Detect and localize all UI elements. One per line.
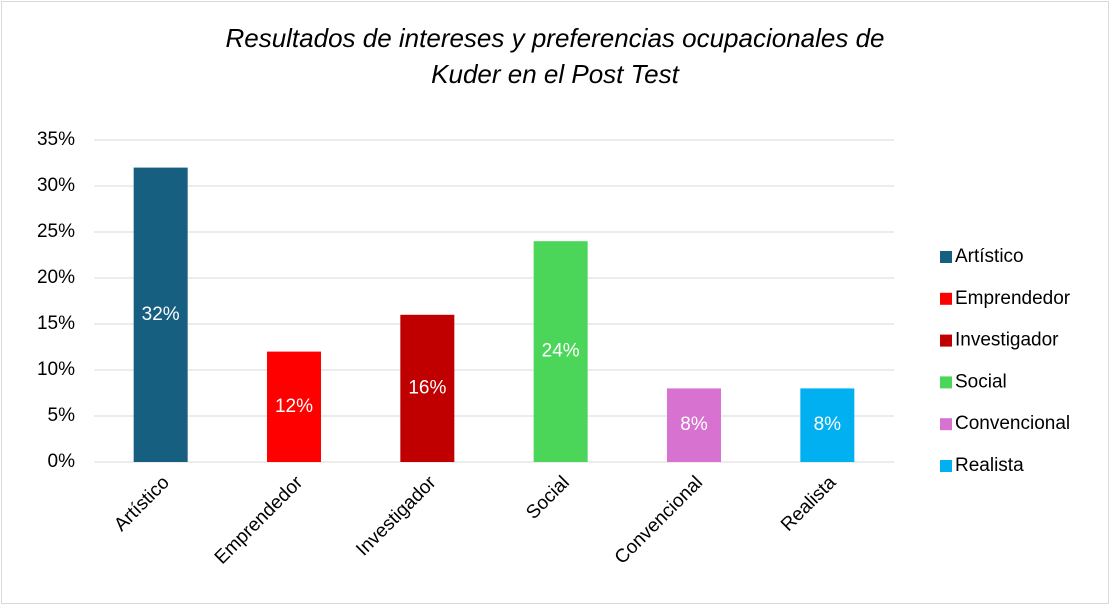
y-tick-label: 10% [37, 359, 75, 380]
y-tick-label: 35% [37, 129, 75, 150]
y-tick-label: 20% [37, 267, 75, 288]
y-tick-label: 30% [37, 175, 75, 196]
bar [133, 167, 188, 462]
bar [267, 351, 321, 462]
bar [400, 314, 455, 462]
y-tick-label: 0% [48, 451, 76, 472]
chart-title: Kuder en el Post Test [431, 59, 680, 89]
data-label: 32% [142, 304, 180, 325]
legend-swatch [940, 292, 952, 305]
data-label: 16% [408, 377, 446, 398]
y-tick-label: 25% [37, 221, 75, 242]
legend-swatch [940, 460, 952, 472]
legend-swatch [940, 376, 952, 389]
data-label: 24% [542, 341, 580, 362]
bar [667, 388, 721, 462]
legend-label: Realista [955, 455, 1024, 476]
data-label: 8% [680, 414, 708, 435]
legend-label: Social [955, 371, 1007, 392]
legend-swatch [940, 418, 952, 431]
data-label: 12% [275, 396, 313, 417]
bar [800, 388, 855, 462]
legend-label: Investigador [955, 330, 1059, 351]
y-tick-label: 5% [48, 405, 76, 426]
legend-swatch [940, 251, 952, 263]
chart-title: Resultados de intereses y preferencias o… [225, 23, 884, 53]
legend-label: Convencional [955, 413, 1070, 434]
y-tick-label: 15% [37, 313, 75, 334]
legend-label: Artístico [955, 246, 1024, 267]
bar [533, 241, 588, 462]
data-label: 8% [814, 414, 842, 435]
legend-swatch [940, 334, 952, 347]
legend-label: Emprendedor [955, 288, 1071, 309]
